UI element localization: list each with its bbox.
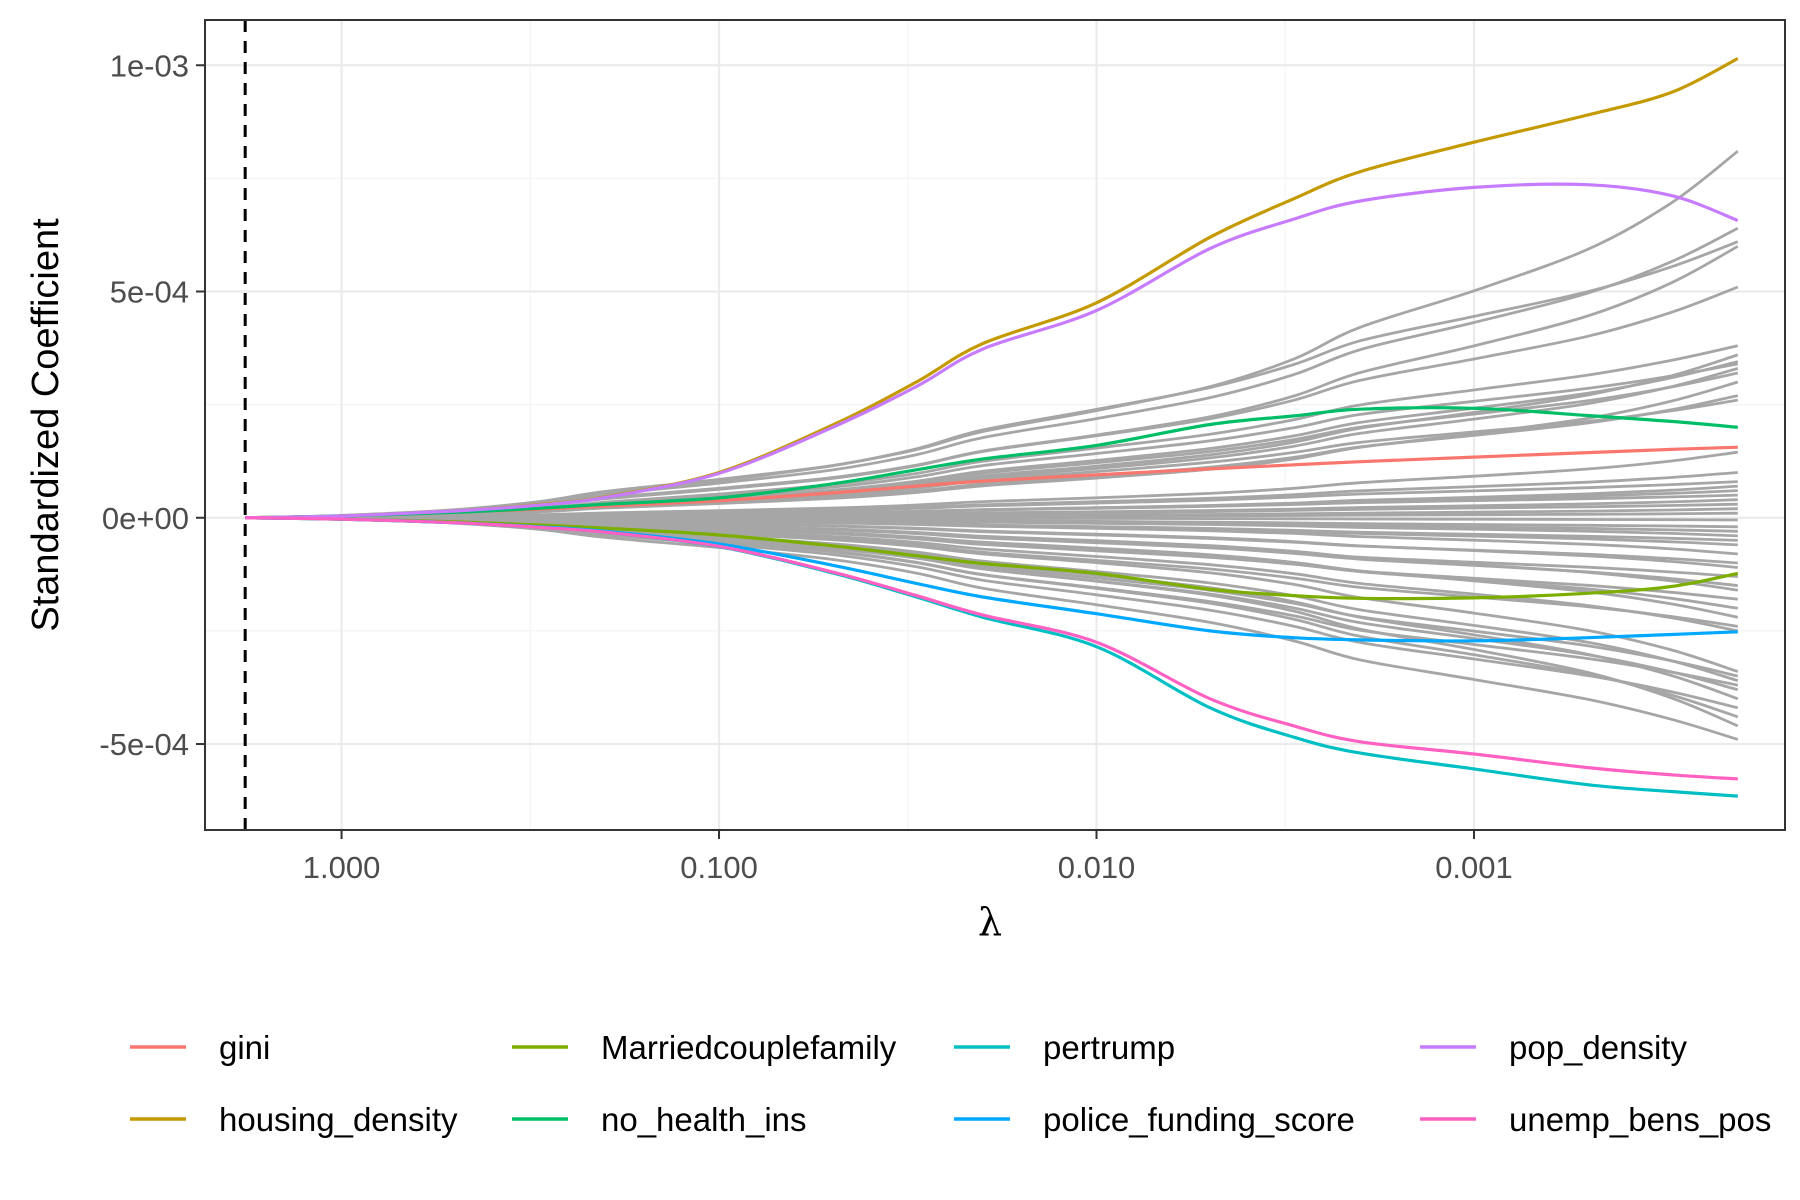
y-axis-title: Standardized Coefficient (25, 218, 67, 632)
legend-label: unemp_bens_pos (1509, 1101, 1771, 1138)
y-tick-label: 5e-04 (110, 275, 189, 310)
coefficient-path-unemp-bens-pos (245, 516, 1738, 781)
x-axis-title: λ (978, 900, 1002, 944)
x-tick-label: 0.001 (1435, 850, 1513, 885)
legend-label: no_health_ins (601, 1101, 807, 1138)
legend: gini housing_density Marriedcouplefamily no… (130, 1029, 1771, 1138)
x-tick-label: 0.100 (680, 850, 758, 885)
x-axis: 1.000 0.100 0.010 0.001 (303, 830, 1513, 885)
x-tick-label: 1.000 (303, 850, 381, 885)
y-tick-label: -5e-04 (99, 727, 189, 762)
plot-panel (205, 20, 1785, 830)
y-axis: 1e-03 5e-04 0e+00 -5e-04 (99, 48, 205, 762)
x-tick-label: 0.010 (1058, 850, 1136, 885)
legend-label: gini (219, 1029, 270, 1066)
legend-item-housing-density: housing_density (130, 1101, 458, 1138)
labeled-coefficient-paths (245, 57, 1739, 798)
coefficient-path-unlabeled (245, 150, 1739, 520)
legend-item-pertrump: pertrump (954, 1029, 1175, 1066)
y-tick-label: 1e-03 (110, 48, 189, 83)
legend-item-no-health-ins: no_health_ins (512, 1101, 807, 1138)
legend-label: housing_density (219, 1101, 458, 1138)
legend-item-police-funding-score: police_funding_score (954, 1101, 1355, 1138)
legend-item-pop-density: pop_density (1420, 1029, 1687, 1066)
y-tick-label: 0e+00 (102, 501, 189, 536)
legend-item-unemp-bens-pos: unemp_bens_pos (1420, 1101, 1771, 1138)
coefficient-path-no-health-ins (245, 406, 1738, 520)
legend-label: pop_density (1509, 1029, 1687, 1066)
coefficient-path-pop-density (245, 182, 1739, 520)
legend-label: pertrump (1043, 1029, 1175, 1066)
legend-item-gini: gini (130, 1029, 270, 1066)
legend-label: police_funding_score (1043, 1101, 1355, 1138)
legend-item-marriedcouplefamily: Marriedcouplefamily (512, 1029, 897, 1066)
major-gridlines (205, 20, 1785, 830)
plot-panel-border (204, 19, 1786, 831)
legend-label: Marriedcouplefamily (601, 1029, 897, 1066)
